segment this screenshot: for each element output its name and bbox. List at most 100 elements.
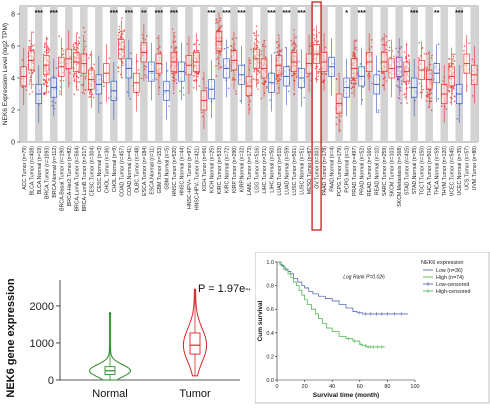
p-value-label: P = 1.97e-45 [198, 283, 250, 295]
data-point [59, 86, 62, 88]
data-point [453, 60, 456, 62]
km-frame [254, 251, 490, 404]
data-point [73, 74, 75, 76]
data-point [46, 37, 49, 40]
data-point [155, 78, 158, 81]
significance-label: *** [155, 10, 163, 17]
data-point [144, 65, 146, 67]
data-point [351, 79, 354, 81]
x-tick-label: 60 [357, 384, 363, 390]
y-tick-label: 0.0 [266, 378, 274, 384]
data-point [306, 75, 308, 78]
data-point [284, 46, 287, 49]
data-point [423, 52, 426, 55]
data-point [46, 45, 49, 47]
data-point [430, 109, 433, 112]
data-point [21, 86, 24, 89]
data-point [393, 55, 395, 57]
data-point [129, 98, 132, 100]
data-point [215, 52, 218, 55]
data-point [388, 46, 391, 49]
data-point [218, 29, 221, 31]
y-tick-label: 0 [48, 375, 54, 387]
data-point [141, 33, 144, 36]
data-point [182, 87, 185, 89]
data-point [269, 99, 271, 101]
data-point [404, 57, 407, 60]
data-point [405, 56, 407, 58]
data-point [279, 50, 282, 53]
data-point [235, 92, 237, 95]
data-point [58, 35, 60, 38]
data-point [426, 94, 429, 96]
data-point [404, 92, 406, 95]
data-point [369, 75, 371, 78]
data-point [400, 102, 402, 104]
data-point [77, 76, 80, 79]
data-point [92, 96, 95, 99]
data-point [437, 97, 440, 100]
data-point [437, 43, 440, 46]
x-tick-label: KIRC.Normal (n=72) [224, 146, 230, 193]
data-point [215, 65, 217, 67]
data-point [276, 46, 279, 49]
data-point [137, 94, 140, 96]
data-point [389, 56, 391, 59]
data-point [234, 79, 237, 81]
data-point [84, 77, 87, 80]
data-point [74, 48, 76, 51]
x-tick-label: MESO.Tumor (n=87) [307, 146, 313, 194]
data-point [103, 85, 105, 87]
data-point [420, 55, 422, 57]
data-point [350, 79, 352, 82]
log-rank-label: Log Rank P=0.026 [343, 275, 385, 281]
data-point [355, 49, 358, 51]
data-point [76, 46, 79, 49]
data-point [43, 92, 45, 94]
data-point [100, 102, 102, 104]
data-point [76, 32, 79, 34]
data-point [43, 82, 45, 85]
data-point [47, 85, 49, 88]
x-tick-label: BRCA-LumA.Tumor (n=564) [74, 146, 80, 212]
data-point [48, 50, 50, 53]
data-point [89, 96, 92, 98]
x-tick-label: 40 [329, 384, 335, 390]
data-point [471, 58, 474, 61]
data-point [425, 68, 428, 71]
data-point [450, 86, 452, 88]
data-point [215, 75, 218, 77]
data-point [192, 86, 195, 89]
data-point [384, 76, 386, 79]
data-point [276, 92, 278, 95]
data-point [339, 120, 341, 122]
data-point [172, 76, 174, 79]
data-point [166, 70, 169, 72]
data-point [62, 49, 65, 52]
data-point [172, 72, 175, 75]
data-point [449, 96, 452, 99]
data-point [431, 54, 433, 57]
data-point [442, 80, 444, 82]
data-point [58, 90, 61, 93]
data-point [117, 34, 120, 37]
data-point [406, 102, 408, 104]
data-point [418, 41, 421, 44]
km-curve [277, 261, 409, 315]
data-point [144, 38, 147, 41]
data-point [317, 75, 320, 78]
data-point [73, 46, 76, 49]
violin-box [189, 332, 201, 355]
data-point [354, 79, 357, 82]
data-point [92, 67, 94, 70]
data-point [73, 72, 76, 74]
data-point [44, 43, 47, 46]
data-point [28, 39, 31, 42]
data-point [381, 43, 384, 46]
significance-label: *** [358, 10, 366, 17]
data-point [385, 44, 387, 46]
data-point [254, 38, 257, 40]
data-point [220, 66, 222, 68]
x-tick-label: PAAD.Tumor (n=178) [322, 146, 328, 196]
x-tick-label: 0 [275, 384, 278, 390]
